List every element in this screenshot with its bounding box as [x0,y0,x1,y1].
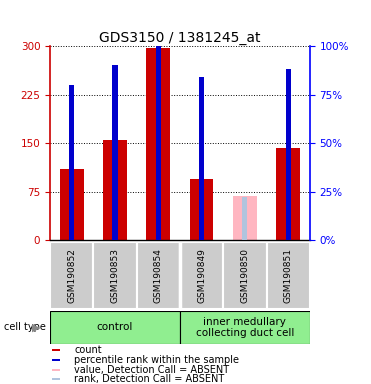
Text: GSM190853: GSM190853 [111,248,119,303]
Bar [276,147,300,240]
Bar [147,48,170,240]
Bar [50,311,180,344]
Bar [223,242,266,309]
Bar [52,369,60,371]
Bar [266,242,310,309]
Text: rank, Detection Call = ABSENT: rank, Detection Call = ABSENT [74,374,224,384]
Text: GSM190851: GSM190851 [284,248,293,303]
Text: count: count [74,345,102,356]
Bar [180,311,310,344]
Text: value, Detection Call = ABSENT: value, Detection Call = ABSENT [74,364,229,375]
Bar [233,196,257,240]
Text: GSM190854: GSM190854 [154,248,163,303]
Bar [50,242,93,309]
Bar [112,65,118,240]
Text: inner medullary
collecting duct cell: inner medullary collecting duct cell [196,316,294,338]
Text: percentile rank within the sample: percentile rank within the sample [74,355,239,365]
Text: GSM190850: GSM190850 [240,248,249,303]
Bar [93,242,137,309]
Bar [156,0,161,240]
Bar [52,378,60,380]
Bar [180,242,223,309]
Bar [52,359,60,361]
Text: cell type: cell type [4,322,46,333]
Text: GSM190852: GSM190852 [67,248,76,303]
Bar [286,70,291,240]
Text: GSM190849: GSM190849 [197,248,206,303]
Bar [103,140,127,240]
Bar [60,169,83,240]
Bar [137,242,180,309]
Bar [190,179,213,240]
Title: GDS3150 / 1381245_at: GDS3150 / 1381245_at [99,31,261,45]
Bar [69,85,74,240]
Bar [199,77,204,240]
Text: ▶: ▶ [32,322,40,333]
Bar [242,197,247,240]
Text: control: control [97,322,133,333]
Bar [52,349,60,351]
